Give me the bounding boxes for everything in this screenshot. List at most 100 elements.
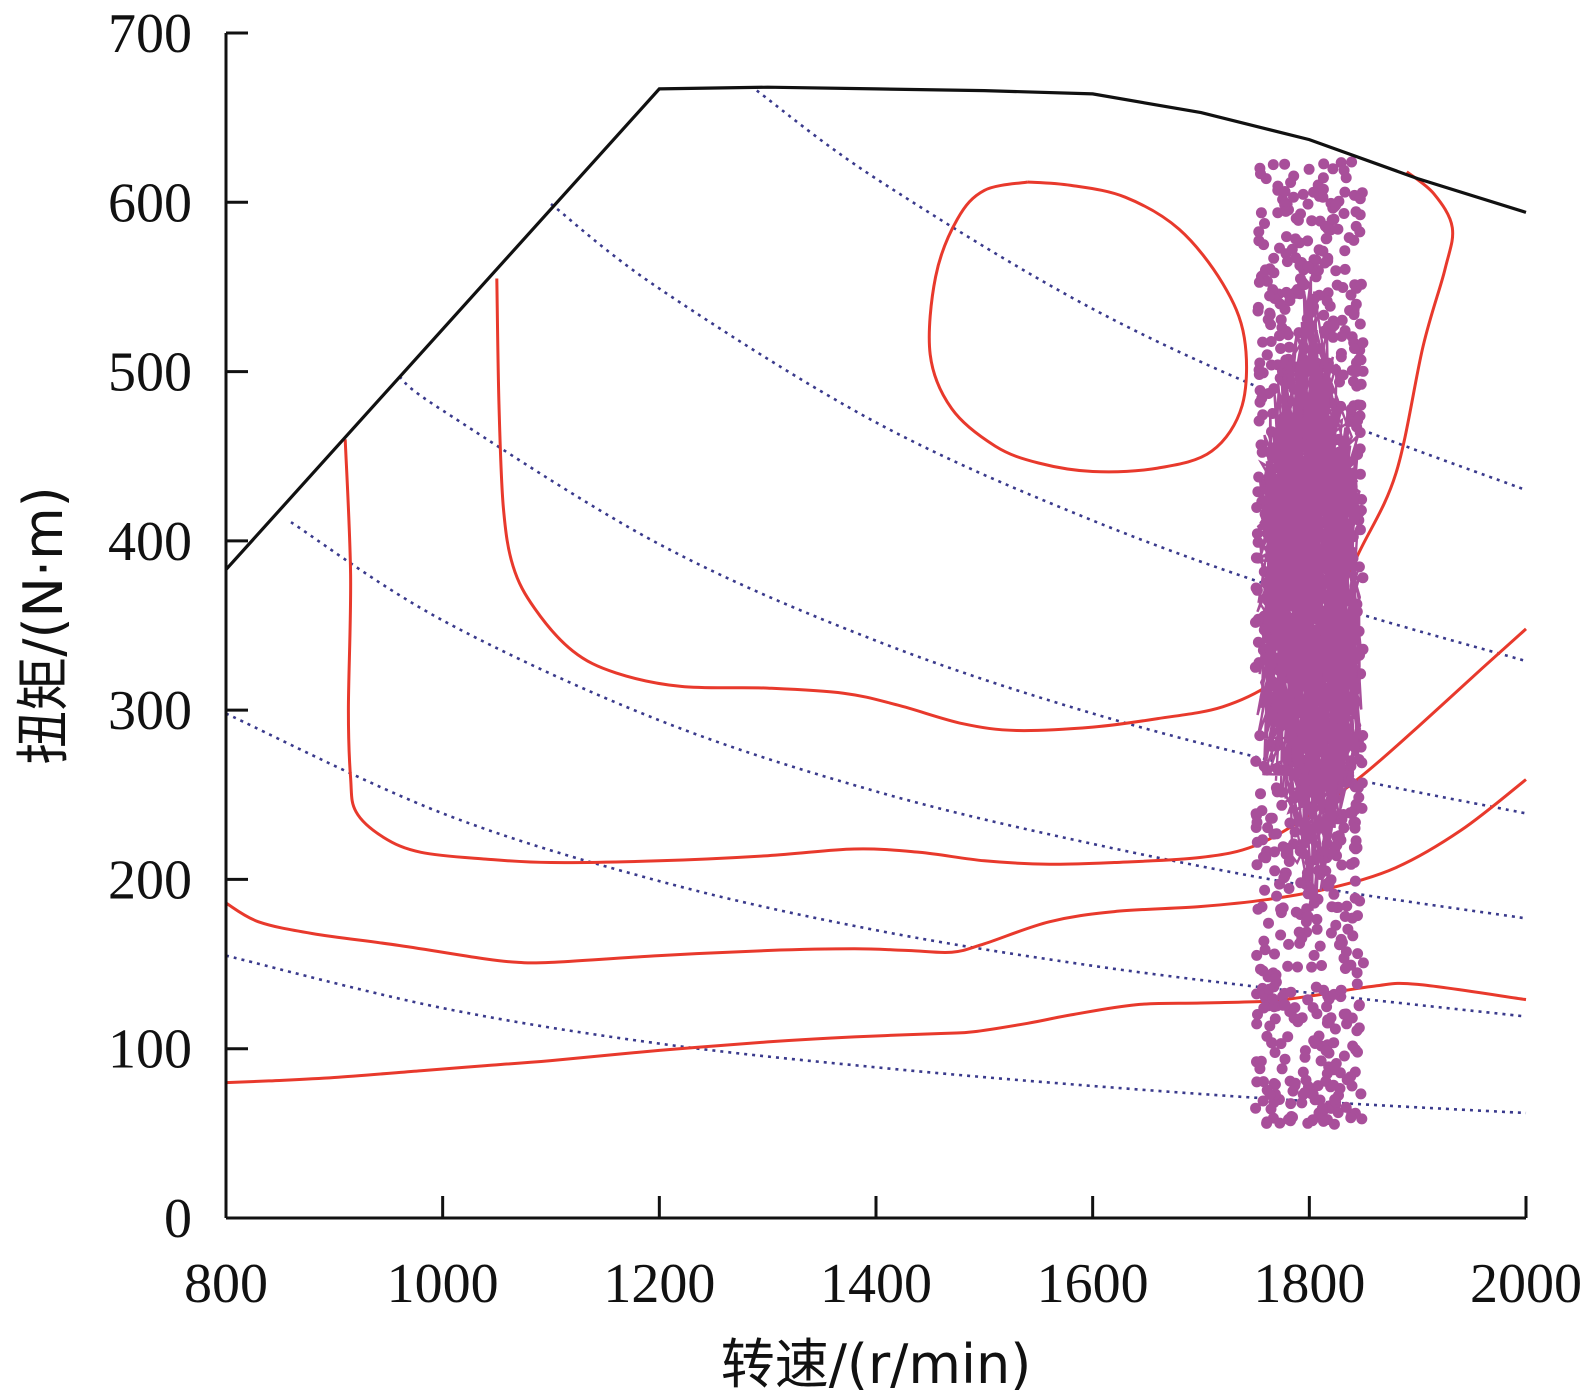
operating-point [1350, 298, 1362, 310]
operating-point [1334, 939, 1345, 951]
operating-point [1254, 1063, 1266, 1075]
x-tick-label: 1200 [603, 1253, 715, 1315]
operating-point [1251, 949, 1263, 961]
operating-point [1283, 341, 1295, 353]
power-curve [756, 89, 1527, 492]
operating-point [1352, 910, 1363, 922]
operating-point [1271, 890, 1283, 902]
operating-point [1261, 1030, 1273, 1042]
operating-point [1349, 822, 1361, 834]
operating-point [1345, 289, 1357, 301]
operating-point [1263, 917, 1274, 929]
operating-point [1335, 351, 1347, 363]
operating-point [1276, 1063, 1288, 1075]
operating-point [1336, 314, 1348, 326]
operating-point [1322, 287, 1334, 299]
operating-point [1351, 967, 1363, 979]
operating-point [1290, 252, 1302, 264]
operating-point [1332, 1107, 1344, 1119]
operating-point [1306, 1115, 1318, 1127]
power-curve [550, 202, 1527, 663]
operating-point [1339, 186, 1351, 198]
operating-point [1278, 872, 1290, 884]
operating-point [1251, 836, 1263, 848]
operating-point [1283, 856, 1295, 867]
operating-point [1350, 206, 1362, 218]
operating-point [1285, 1098, 1297, 1110]
operating-point [1253, 276, 1265, 288]
operating-point [1303, 163, 1315, 175]
operating-point [1328, 1118, 1340, 1130]
operating-point [1267, 159, 1279, 171]
operating-point [1258, 1002, 1270, 1014]
operating-point [1279, 186, 1291, 197]
operating-point [1328, 319, 1340, 331]
operating-point [1257, 336, 1269, 348]
operating-point [1357, 957, 1369, 969]
operating-point [1284, 295, 1296, 307]
operating-point [1330, 199, 1342, 211]
operating-point [1339, 963, 1351, 974]
operating-point [1318, 309, 1330, 321]
efficiency-contour [495, 170, 1455, 733]
operating-point [1290, 212, 1302, 224]
operating-point [1250, 1102, 1262, 1114]
operating-point [1352, 782, 1364, 794]
operating-point [1324, 300, 1336, 312]
operating-point [1357, 572, 1369, 584]
operating-point [1337, 282, 1349, 293]
operating-point [1285, 177, 1297, 188]
operating-point [1264, 290, 1276, 302]
y-tick-label: 700 [108, 3, 192, 65]
operating-point [1275, 1038, 1287, 1050]
operating-point [1329, 1094, 1341, 1105]
operating-point [1311, 913, 1323, 925]
operating-point [1352, 1046, 1363, 1058]
operating-point [1268, 383, 1280, 395]
operating-point [1299, 1051, 1311, 1063]
operating-point [1355, 278, 1367, 290]
operating-point [1349, 343, 1360, 354]
operating-point [1302, 198, 1314, 210]
operating-point [1288, 1012, 1300, 1024]
operating-point [1316, 1102, 1328, 1114]
operating-point [1289, 1002, 1301, 1014]
operating-point [1355, 378, 1367, 390]
operating-point [1277, 902, 1289, 914]
tick-labels: 0 100 200 300 400 500 600 700 800 1000 1200 1400 160… [108, 3, 1582, 1315]
operating-point [1317, 191, 1329, 203]
operating-point [1340, 946, 1352, 958]
operating-trace [1255, 276, 1363, 911]
operating-point [1251, 1076, 1263, 1088]
operating-point [1258, 239, 1270, 251]
operating-point [1326, 848, 1338, 860]
operating-point [1290, 906, 1302, 918]
operating-point [1259, 944, 1271, 956]
operating-point [1253, 415, 1265, 427]
operating-point [1264, 1089, 1276, 1100]
operating-point [1299, 279, 1310, 291]
operating-point [1302, 994, 1314, 1006]
operating-point [1261, 349, 1273, 361]
operating-point [1330, 265, 1342, 277]
operating-point [1253, 226, 1265, 238]
operating-point [1339, 911, 1351, 922]
operating-point [1354, 226, 1366, 238]
operating-point [1354, 468, 1366, 480]
operating-point [1339, 263, 1351, 275]
operating-point [1339, 245, 1351, 257]
x-tick-label: 1600 [1037, 1253, 1149, 1315]
operating-point [1261, 1117, 1273, 1129]
operating-point [1327, 163, 1339, 175]
operating-point [1328, 213, 1340, 225]
operating-point [1326, 901, 1338, 913]
operating-point [1251, 1018, 1263, 1030]
operating-point [1259, 884, 1271, 896]
operating-point [1257, 1095, 1269, 1107]
operating-point [1264, 309, 1276, 321]
y-tick-label: 0 [164, 1188, 192, 1250]
operating-point [1336, 859, 1348, 871]
operating-point [1306, 215, 1318, 227]
operating-point [1279, 999, 1291, 1011]
